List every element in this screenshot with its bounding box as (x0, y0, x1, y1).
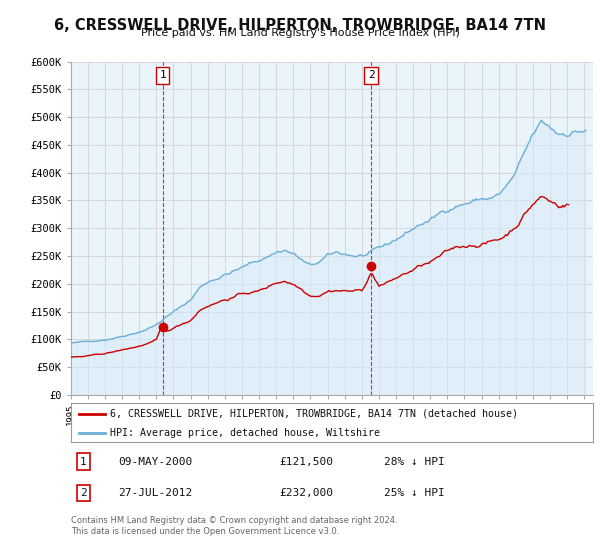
Text: 6, CRESSWELL DRIVE, HILPERTON, TROWBRIDGE, BA14 7TN (detached house): 6, CRESSWELL DRIVE, HILPERTON, TROWBRIDG… (110, 409, 518, 419)
Text: 1: 1 (80, 456, 87, 466)
Text: 28% ↓ HPI: 28% ↓ HPI (384, 456, 445, 466)
Text: HPI: Average price, detached house, Wiltshire: HPI: Average price, detached house, Wilt… (110, 428, 380, 437)
Text: 2: 2 (80, 488, 87, 498)
Text: 25% ↓ HPI: 25% ↓ HPI (384, 488, 445, 498)
Text: 27-JUL-2012: 27-JUL-2012 (118, 488, 192, 498)
Text: 6, CRESSWELL DRIVE, HILPERTON, TROWBRIDGE, BA14 7TN: 6, CRESSWELL DRIVE, HILPERTON, TROWBRIDG… (54, 18, 546, 33)
Text: £121,500: £121,500 (280, 456, 334, 466)
Text: £232,000: £232,000 (280, 488, 334, 498)
Text: 1: 1 (160, 71, 166, 81)
Text: Contains HM Land Registry data © Crown copyright and database right 2024.
This d: Contains HM Land Registry data © Crown c… (71, 516, 397, 536)
Text: Price paid vs. HM Land Registry's House Price Index (HPI): Price paid vs. HM Land Registry's House … (140, 28, 460, 38)
Text: 2: 2 (368, 71, 374, 81)
Text: 09-MAY-2000: 09-MAY-2000 (118, 456, 192, 466)
